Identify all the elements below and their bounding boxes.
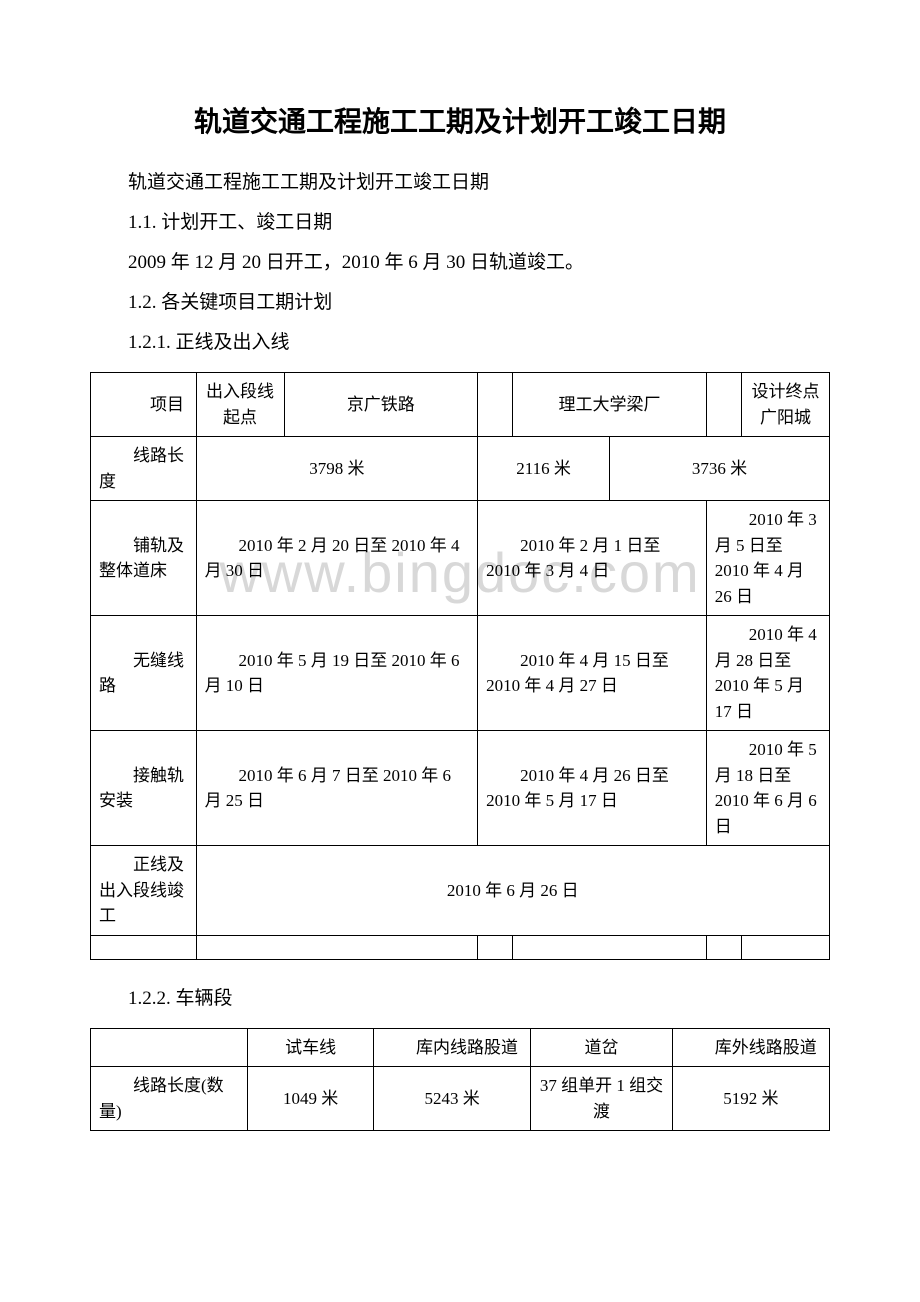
cell-value: 2010 年 6 月 7 日至 2010 年 6 月 25 日 <box>196 731 478 846</box>
paragraph: 1.2.1. 正线及出入线 <box>90 324 830 362</box>
cell-header-outside: 库外线路股道 <box>672 1028 829 1067</box>
cell-value: 2010 年 2 月 20 日至 2010 年 4 月 30 日 <box>196 501 478 616</box>
table-row: 线路长度 3798 米 2116 米 3736 米 <box>91 437 830 501</box>
table-main-line: 项目 出入段线起点 京广铁路 理工大学梁厂 设计终点广阳城 线路长度 3798 … <box>90 372 830 960</box>
cell-value: 2010 年 4 月 28 日至 2010 年 5 月 17 日 <box>706 616 829 731</box>
cell-value: 2010 年 4 月 15 日至 2010 年 4 月 27 日 <box>478 616 707 731</box>
cell-value: 1049 米 <box>248 1067 374 1131</box>
cell-value: 5192 米 <box>672 1067 829 1131</box>
cell-header-test: 试车线 <box>248 1028 374 1067</box>
cell-header-end: 设计终点广阳城 <box>741 373 829 437</box>
cell-blank <box>91 935 197 959</box>
cell-header-lg: 理工大学梁厂 <box>513 373 707 437</box>
cell-blank <box>478 373 513 437</box>
cell-blank <box>706 373 741 437</box>
cell-value: 2010 年 2 月 1 日至 2010 年 3 月 4 日 <box>478 501 707 616</box>
cell-header-start: 出入段线起点 <box>196 373 284 437</box>
cell-value: 37 组单开 1 组交渡 <box>531 1067 673 1131</box>
cell-value: 5243 米 <box>374 1067 531 1131</box>
table-row: 正线及出入段线竣工 2010 年 6 月 26 日 <box>91 846 830 936</box>
paragraph: 1.2.2. 车辆段 <box>90 980 830 1018</box>
cell-blank <box>513 935 707 959</box>
table-row: 铺轨及整体道床 2010 年 2 月 20 日至 2010 年 4 月 30 日… <box>91 501 830 616</box>
table-vehicle-depot: 试车线 库内线路股道 道岔 库外线路股道 线路长度(数量) 1049 米 524… <box>90 1028 830 1132</box>
paragraph: 1.2. 各关键项目工期计划 <box>90 284 830 322</box>
cell-value: 2010 年 6 月 26 日 <box>196 846 829 936</box>
cell-header-jg: 京广铁路 <box>284 373 478 437</box>
cell-value: 2010 年 5 月 19 日至 2010 年 6 月 10 日 <box>196 616 478 731</box>
cell-blank <box>706 935 741 959</box>
cell-header-inside: 库内线路股道 <box>374 1028 531 1067</box>
table-row: 试车线 库内线路股道 道岔 库外线路股道 <box>91 1028 830 1067</box>
table-row <box>91 935 830 959</box>
cell-blank <box>478 935 513 959</box>
table-row: 无缝线路 2010 年 5 月 19 日至 2010 年 6 月 10 日 20… <box>91 616 830 731</box>
table-row: 项目 出入段线起点 京广铁路 理工大学梁厂 设计终点广阳城 <box>91 373 830 437</box>
cell-label-seamless: 无缝线路 <box>91 616 197 731</box>
paragraph: 2009 年 12 月 20 日开工，2010 年 6 月 30 日轨道竣工。 <box>90 244 830 282</box>
cell-value: 3736 米 <box>610 437 830 501</box>
cell-value: 2010 年 3 月 5 日至 2010 年 4 月 26 日 <box>706 501 829 616</box>
paragraph: 1.1. 计划开工、竣工日期 <box>90 204 830 242</box>
cell-label-track: 铺轨及整体道床 <box>91 501 197 616</box>
cell-value: 3798 米 <box>196 437 478 501</box>
cell-label-length: 线路长度(数量) <box>91 1067 248 1131</box>
cell-header-switch: 道岔 <box>531 1028 673 1067</box>
table-row: 线路长度(数量) 1049 米 5243 米 37 组单开 1 组交渡 5192… <box>91 1067 830 1131</box>
table-row: 接触轨安装 2010 年 6 月 7 日至 2010 年 6 月 25 日 20… <box>91 731 830 846</box>
cell-header-blank <box>91 1028 248 1067</box>
cell-value: 2116 米 <box>478 437 610 501</box>
page-title: 轨道交通工程施工工期及计划开工竣工日期 <box>90 100 830 140</box>
cell-blank <box>741 935 829 959</box>
cell-blank <box>196 935 478 959</box>
cell-value: 2010 年 5 月 18 日至 2010 年 6 月 6 日 <box>706 731 829 846</box>
cell-label-length: 线路长度 <box>91 437 197 501</box>
cell-value: 2010 年 4 月 26 日至 2010 年 5 月 17 日 <box>478 731 707 846</box>
paragraph: 轨道交通工程施工工期及计划开工竣工日期 <box>90 164 830 202</box>
cell-label-contact: 接触轨安装 <box>91 731 197 846</box>
cell-header-project: 项目 <box>91 373 197 437</box>
cell-label-completion: 正线及出入段线竣工 <box>91 846 197 936</box>
